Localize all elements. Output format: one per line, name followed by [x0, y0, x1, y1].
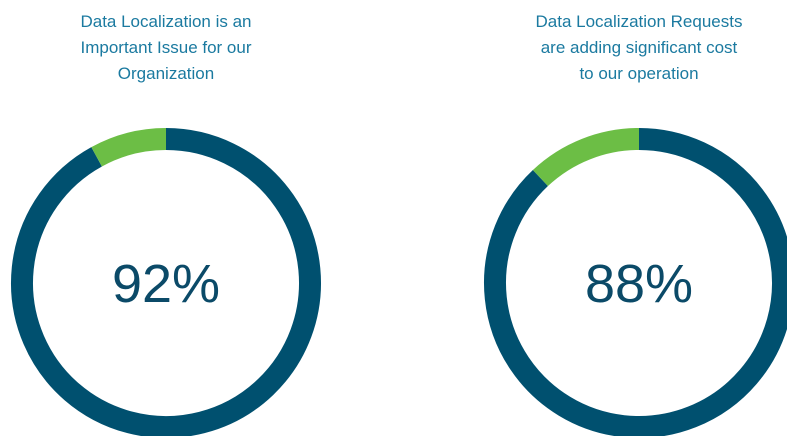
center-label: 92%: [112, 254, 220, 314]
donut-segment: [11, 128, 321, 436]
donut-segment: [91, 128, 167, 167]
chart-title: Data Localization is an: [80, 12, 251, 31]
chart-title: Organization: [118, 64, 214, 83]
chart-title: are adding significant cost: [541, 38, 738, 57]
chart-title: Data Localization Requests: [536, 12, 743, 31]
chart-title: to our operation: [579, 64, 698, 83]
center-label: 88%: [585, 254, 693, 314]
chart-title: Important Issue for our: [80, 38, 251, 57]
donut-segment: [532, 128, 640, 187]
donut-segment: [484, 128, 787, 436]
